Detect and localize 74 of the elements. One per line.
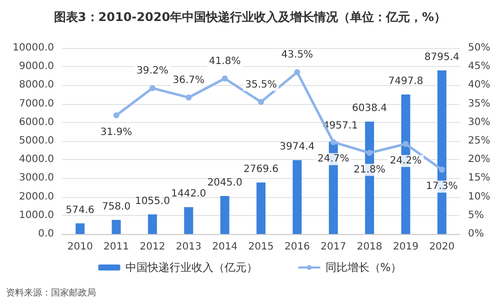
- point: [258, 98, 264, 105]
- point: [113, 112, 120, 118]
- data-label: 36.7%: [172, 74, 205, 86]
- y2-tick-label: 25%: [468, 136, 490, 146]
- y2-tick-label: 30%: [468, 116, 490, 128]
- point: [330, 139, 336, 146]
- data-label: 758.0: [102, 201, 131, 212]
- y2-tick-label: 20%: [468, 154, 490, 166]
- text: 资料来源：国家邮政局: [6, 288, 96, 298]
- x-tick-label: 2020: [429, 242, 455, 252]
- data-label: 3974.4: [280, 142, 315, 153]
- y-tick-label: 5000.0: [19, 136, 54, 146]
- y-tick-label: 8000.0: [19, 80, 54, 91]
- point: [186, 94, 192, 100]
- data-label: 1055.0: [134, 196, 170, 207]
- y2-tick-label: 50%: [468, 42, 490, 54]
- data-label: 17.3%: [426, 181, 458, 192]
- y2-tick-label: 45%: [468, 61, 490, 72]
- data-label: 39.2%: [136, 66, 168, 77]
- data-label: 24.7%: [317, 154, 350, 165]
- x-tick-label: 2019: [393, 242, 418, 252]
- point: [402, 140, 409, 147]
- data-label: 7497.8: [388, 76, 424, 88]
- bar: [112, 220, 121, 234]
- chart-title: 图表3：2010-2020年中国快递行业收入及增长情况（单位：亿元，%）: [54, 10, 446, 24]
- bar: [256, 182, 266, 234]
- y-tick-label: 10000.0: [12, 42, 54, 54]
- x-tick-label: 2014: [212, 242, 238, 252]
- y-tick-label: 6000.0: [19, 116, 54, 128]
- y2-tick-label: 15%: [468, 172, 490, 184]
- data-label: 24.2%: [390, 155, 422, 166]
- y-tick-label: 1000.0: [19, 210, 54, 221]
- data-label: 2769.6: [244, 164, 278, 175]
- y-tick-label: 9000.0: [19, 61, 54, 72]
- y2-tick-label: 5%: [468, 210, 484, 221]
- y2-tick-label: 0%: [468, 228, 484, 240]
- point: [438, 166, 445, 173]
- data-label: 43.5%: [281, 50, 314, 61]
- y2-tick-label: 10%: [468, 191, 490, 202]
- data-label: 2045.0: [207, 177, 242, 188]
- x-tick-label: 2011: [104, 242, 129, 252]
- x-tick-label: 2017: [320, 242, 346, 252]
- y2-tick-label: 35%: [468, 98, 490, 110]
- data-label: 6038.4: [352, 103, 388, 114]
- x-tick-label: 2015: [248, 242, 274, 252]
- bar: [76, 223, 85, 234]
- y2-tick-label: 40%: [468, 80, 490, 91]
- point: [366, 150, 373, 156]
- bar: [292, 160, 302, 234]
- bar: [148, 214, 157, 234]
- data-label: 8795.4: [424, 52, 460, 63]
- data-label: 21.8%: [354, 164, 386, 176]
- data-label: 574.6: [66, 204, 94, 216]
- bar: [184, 207, 194, 234]
- data-label: 31.9%: [100, 126, 132, 138]
- x-tick-label: 2012: [140, 242, 166, 252]
- legend-label: 中国快递行业收入（亿元）: [125, 261, 258, 274]
- data-label: 35.5%: [245, 79, 277, 90]
- point: [222, 76, 228, 82]
- legend-label: 同比增长（%）: [325, 261, 402, 274]
- x-tick-label: 2018: [356, 242, 382, 252]
- point: [149, 85, 156, 92]
- data-label: 41.8%: [208, 56, 241, 68]
- x-tick-label: 2016: [284, 242, 310, 252]
- point: [294, 69, 300, 76]
- data-label: 1442.0: [171, 188, 206, 200]
- y-tick-label: 7000.0: [19, 98, 54, 110]
- bar: [220, 196, 230, 234]
- x-tick-label: 2010: [67, 242, 93, 252]
- y-tick-label: 4000.0: [19, 154, 54, 166]
- y-tick-label: 0.0: [38, 228, 54, 240]
- y-tick-label: 2000.0: [19, 191, 54, 202]
- x-tick-label: 2013: [176, 242, 202, 252]
- y-tick-label: 3000.0: [19, 172, 54, 184]
